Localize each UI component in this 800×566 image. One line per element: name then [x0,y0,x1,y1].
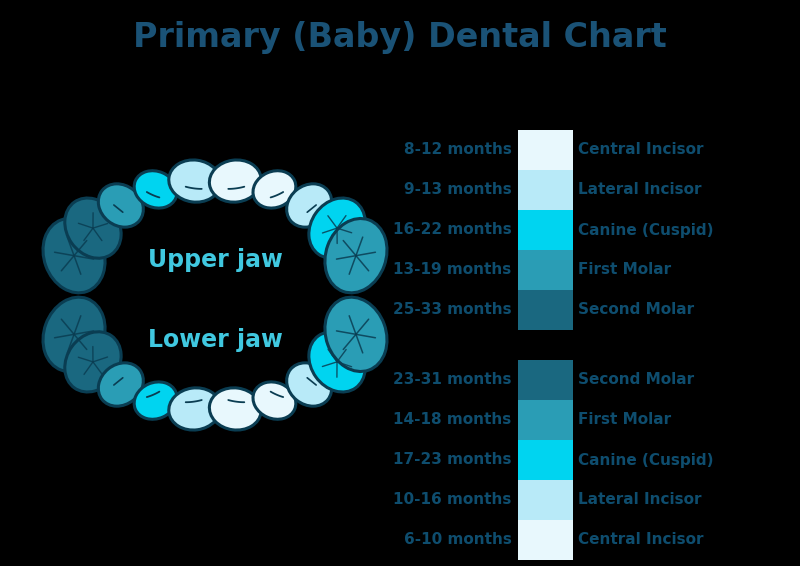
Text: 16-22 months: 16-22 months [393,222,511,238]
Text: Canine (Cuspid): Canine (Cuspid) [578,452,714,468]
Text: 14-18 months: 14-18 months [394,413,511,427]
Text: Central Incisor: Central Incisor [578,533,704,547]
Bar [518,480,573,520]
Text: 23-31 months: 23-31 months [393,372,511,388]
Text: Lateral Incisor: Lateral Incisor [578,492,702,508]
Ellipse shape [325,218,387,293]
Text: 13-19 months: 13-19 months [394,263,511,277]
Text: 6-10 months: 6-10 months [404,533,511,547]
Ellipse shape [98,184,143,227]
Text: 8-12 months: 8-12 months [404,143,511,157]
Bar [518,250,573,290]
Ellipse shape [210,388,262,430]
Ellipse shape [169,160,221,202]
Ellipse shape [43,218,105,293]
Text: Second Molar: Second Molar [578,302,694,318]
Ellipse shape [309,198,366,258]
Bar [518,440,573,480]
Ellipse shape [210,160,262,202]
Ellipse shape [98,363,143,406]
Ellipse shape [253,171,296,208]
Text: Canine (Cuspid): Canine (Cuspid) [578,222,714,238]
Text: Second Molar: Second Molar [578,372,694,388]
Text: First Molar: First Molar [578,263,672,277]
Bar [518,170,573,210]
Bar [518,400,573,440]
Ellipse shape [286,363,332,406]
Bar [518,360,573,400]
Text: Lower jaw: Lower jaw [147,328,282,352]
Bar [518,290,573,330]
Text: First Molar: First Molar [578,413,672,427]
Ellipse shape [325,297,387,371]
Ellipse shape [286,184,332,227]
Ellipse shape [253,382,296,419]
Ellipse shape [65,332,121,392]
Text: Upper jaw: Upper jaw [147,248,282,272]
Ellipse shape [43,297,105,371]
Ellipse shape [169,388,221,430]
Ellipse shape [134,382,177,419]
Text: 9-13 months: 9-13 months [404,182,511,198]
Text: 10-16 months: 10-16 months [393,492,511,508]
Text: Central Incisor: Central Incisor [578,143,704,157]
Text: Lateral Incisor: Lateral Incisor [578,182,702,198]
Ellipse shape [309,332,366,392]
Ellipse shape [65,198,121,258]
Text: Primary (Baby) Dental Chart: Primary (Baby) Dental Chart [133,22,667,54]
Bar [518,210,573,250]
Text: 25-33 months: 25-33 months [393,302,511,318]
Bar [518,520,573,560]
Ellipse shape [134,171,177,208]
Text: 17-23 months: 17-23 months [393,452,511,468]
Bar [518,130,573,170]
